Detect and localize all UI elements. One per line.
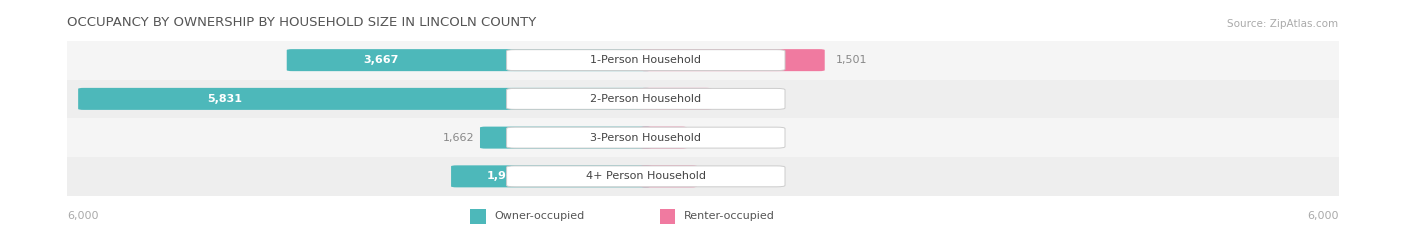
Text: 4+ Person Household: 4+ Person Household	[586, 171, 706, 181]
FancyBboxPatch shape	[67, 41, 1339, 79]
FancyBboxPatch shape	[506, 88, 785, 109]
FancyBboxPatch shape	[640, 165, 697, 187]
FancyBboxPatch shape	[79, 88, 651, 110]
FancyBboxPatch shape	[451, 165, 651, 187]
Text: Renter-occupied: Renter-occupied	[683, 211, 775, 221]
Text: 3,667: 3,667	[363, 55, 398, 65]
Text: 6,000: 6,000	[1308, 211, 1339, 221]
FancyBboxPatch shape	[470, 209, 485, 224]
FancyBboxPatch shape	[506, 127, 785, 148]
Text: OCCUPANCY BY OWNERSHIP BY HOUSEHOLD SIZE IN LINCOLN COUNTY: OCCUPANCY BY OWNERSHIP BY HOUSEHOLD SIZE…	[67, 16, 537, 29]
Text: 308: 308	[699, 133, 720, 143]
Text: 2-Person Household: 2-Person Household	[591, 94, 702, 104]
Text: Owner-occupied: Owner-occupied	[494, 211, 585, 221]
FancyBboxPatch shape	[640, 88, 711, 110]
Text: 396: 396	[709, 171, 730, 181]
Text: Source: ZipAtlas.com: Source: ZipAtlas.com	[1227, 19, 1339, 29]
Text: 5,831: 5,831	[207, 94, 242, 104]
FancyBboxPatch shape	[640, 49, 825, 71]
FancyBboxPatch shape	[640, 127, 688, 149]
FancyBboxPatch shape	[479, 127, 651, 149]
Text: 521: 521	[723, 94, 744, 104]
FancyBboxPatch shape	[67, 79, 1339, 118]
FancyBboxPatch shape	[506, 50, 785, 71]
FancyBboxPatch shape	[659, 209, 675, 224]
Text: 1,962: 1,962	[486, 171, 522, 181]
FancyBboxPatch shape	[67, 118, 1339, 157]
Text: 6,000: 6,000	[67, 211, 98, 221]
Text: 1-Person Household: 1-Person Household	[591, 55, 702, 65]
FancyBboxPatch shape	[506, 166, 785, 187]
Text: 1,501: 1,501	[837, 55, 868, 65]
FancyBboxPatch shape	[287, 49, 651, 71]
Text: 1,662: 1,662	[443, 133, 474, 143]
Text: 3-Person Household: 3-Person Household	[591, 133, 702, 143]
FancyBboxPatch shape	[67, 157, 1339, 196]
